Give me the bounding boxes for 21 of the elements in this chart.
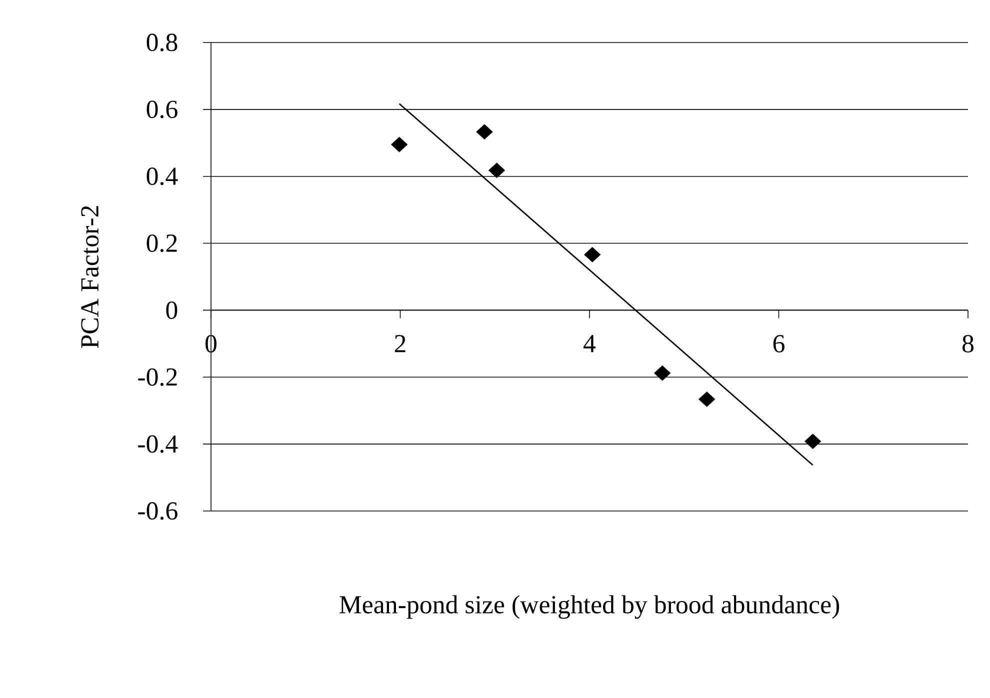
x-tick-label: 4	[584, 335, 596, 352]
point	[654, 365, 671, 381]
y-tick-label: 0.4	[146, 168, 178, 186]
x-tick-label: 8	[962, 335, 974, 353]
y-tick-label: 0.8	[146, 34, 178, 52]
point	[584, 246, 601, 262]
y-tick-label: -0.2	[138, 368, 177, 386]
point	[390, 136, 408, 152]
point	[488, 162, 506, 178]
y-tick-label: 0	[166, 301, 178, 319]
x-axis-title: Mean-pond size (weighted by brood abundance)	[340, 595, 840, 619]
x-tick-label: 6	[773, 335, 784, 352]
y-tick-label: 0.2	[146, 234, 177, 252]
x-tick-label: 2	[394, 335, 406, 352]
y-tick-label: -0.4	[138, 435, 178, 453]
y-tick-label: 0.6	[146, 100, 178, 118]
point	[698, 392, 716, 407]
y-axis-title: PCA Factor-2	[81, 206, 99, 348]
y-tick-label: -0.6	[138, 502, 178, 520]
point	[804, 434, 822, 450]
point	[476, 124, 493, 140]
